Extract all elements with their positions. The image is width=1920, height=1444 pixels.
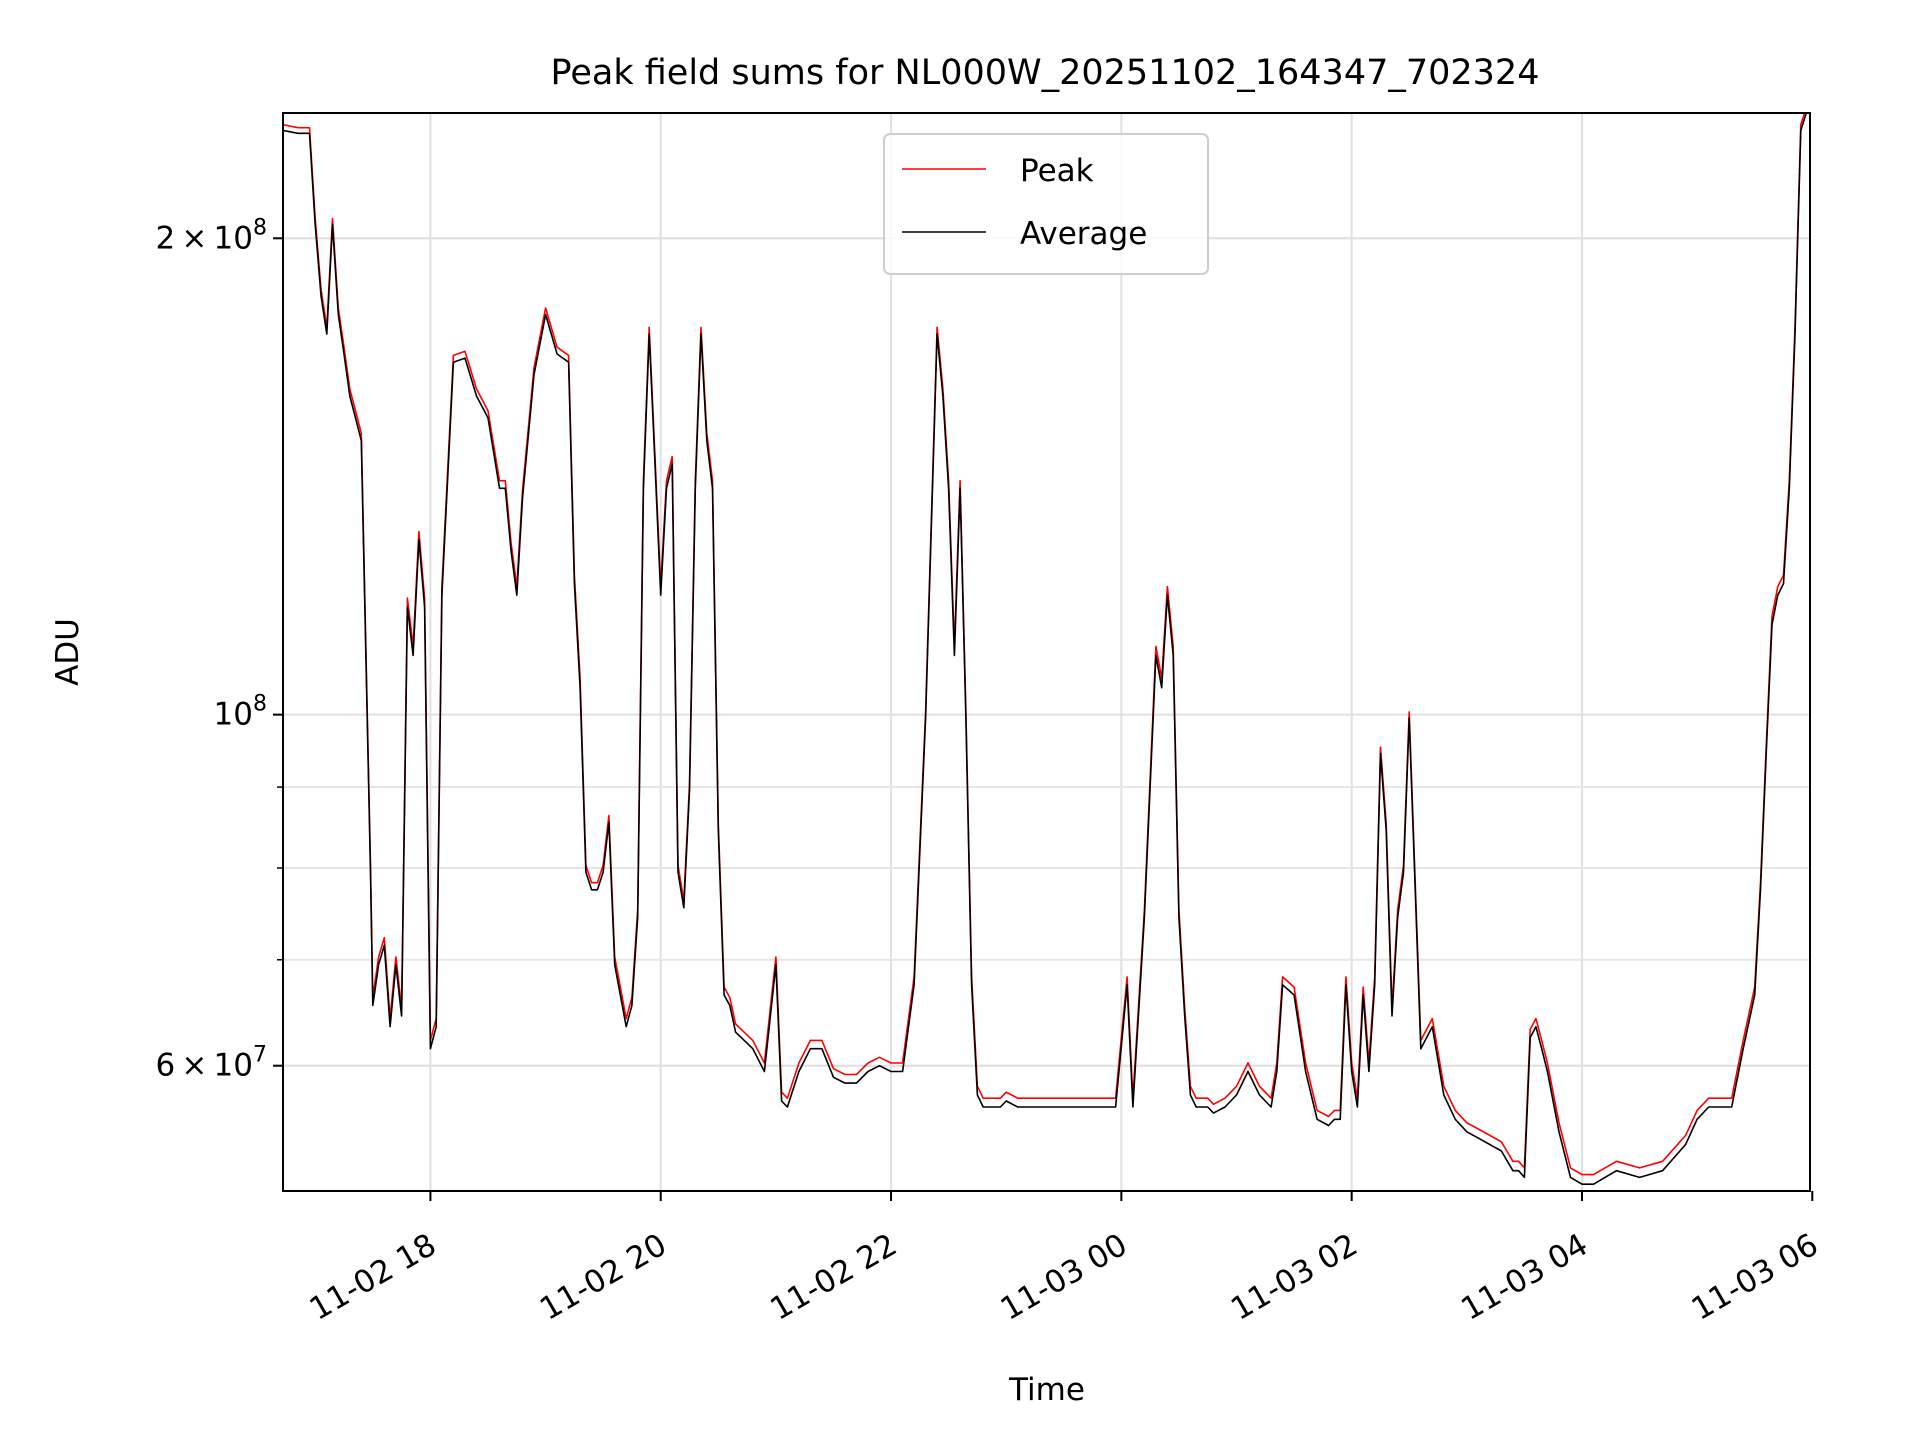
series-layer — [283, 113, 1808, 1185]
y-axis: 6 × 107 108 2 × 108 — [155, 215, 283, 1084]
y-tick-label: 2 × 108 — [155, 215, 267, 256]
x-axis-label: Time — [1008, 1372, 1085, 1408]
plot-area-frame — [282, 112, 1811, 1192]
legend-average-label: Average — [1020, 216, 1147, 252]
legend-peak-label: Peak — [1020, 153, 1094, 189]
legend: Peak Average — [883, 133, 1209, 275]
y-tick-label: 6 × 107 — [155, 1043, 267, 1084]
chart-title: Peak field sums for NL000W_20251102_1643… — [551, 53, 1540, 93]
series-line-peak — [283, 113, 1806, 1176]
series-line-average — [283, 113, 1808, 1185]
y-tick-label: 108 — [214, 692, 267, 733]
y-axis-label: ADU — [50, 618, 86, 686]
